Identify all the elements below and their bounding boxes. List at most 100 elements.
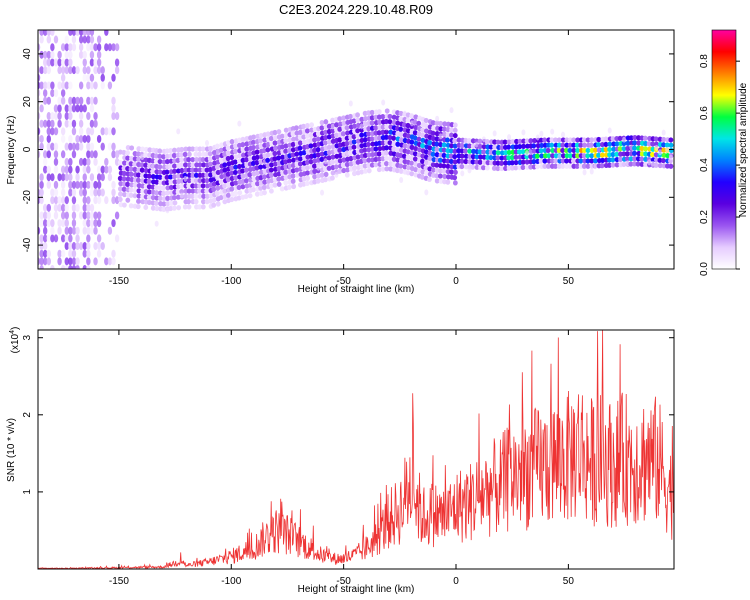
spectrogram-cell bbox=[161, 154, 166, 160]
spectrogram-cell bbox=[661, 142, 666, 148]
spectrogram-cell bbox=[449, 169, 454, 175]
spectrogram-cell bbox=[362, 137, 368, 143]
spectrogram-cell bbox=[197, 183, 202, 189]
spectrogram-cell bbox=[308, 159, 314, 165]
spectrogram-cell bbox=[383, 129, 389, 135]
spectrogram-cell bbox=[488, 154, 494, 161]
spectrogram-cell bbox=[581, 153, 587, 159]
spectrogram-cell bbox=[279, 186, 285, 192]
spectrogram-cell bbox=[219, 142, 224, 148]
spectrogram-cell bbox=[71, 30, 77, 36]
spectrogram-cell bbox=[355, 138, 361, 144]
colorbar-tick-label: 0.0 bbox=[699, 262, 710, 276]
spectrogram-cell bbox=[197, 204, 203, 210]
spectrogram-cell bbox=[434, 141, 440, 147]
spectrogram-cell bbox=[376, 130, 382, 136]
spectrogram-cell bbox=[416, 162, 422, 169]
spectrogram-cell bbox=[122, 160, 127, 166]
spectrogram-x-label: Height of straight line (km) bbox=[298, 284, 415, 295]
spectrogram-cell bbox=[373, 146, 379, 152]
spectrogram-cell bbox=[401, 122, 407, 128]
spectrogram-cell bbox=[297, 161, 303, 167]
spectrogram-cell bbox=[200, 188, 206, 194]
spectrogram-cell bbox=[438, 133, 443, 140]
spectrogram-cell bbox=[636, 150, 642, 157]
spectrogram-cell bbox=[585, 137, 591, 143]
spectrogram-cell bbox=[89, 119, 95, 128]
spectrogram-cell bbox=[78, 30, 84, 36]
spectrogram-cell bbox=[158, 179, 163, 186]
spectrogram-cell bbox=[488, 149, 494, 155]
spectrogram-cell bbox=[291, 129, 296, 136]
spectrogram-cell bbox=[639, 145, 645, 152]
spectrogram-cell bbox=[42, 211, 48, 220]
spectrogram-cell bbox=[157, 174, 163, 180]
spectrogram-cell bbox=[82, 196, 87, 205]
spectrogram-cell bbox=[276, 155, 281, 161]
spectrogram-cell bbox=[384, 108, 390, 114]
spectrogram-cell bbox=[211, 186, 217, 192]
spectrogram-cell bbox=[82, 30, 87, 36]
spectrogram-cell bbox=[157, 158, 163, 165]
spectrogram-cell bbox=[549, 142, 555, 148]
spectrogram-cell bbox=[564, 163, 570, 169]
spectrogram-cell bbox=[294, 159, 299, 166]
spectrogram-cell bbox=[405, 128, 411, 134]
spectrogram-cell bbox=[344, 161, 350, 168]
spectrogram-cell bbox=[89, 142, 95, 151]
spectrogram-cell bbox=[186, 183, 192, 189]
spectrogram-cell bbox=[75, 265, 80, 269]
spectrogram-cell bbox=[420, 158, 425, 164]
spectrogram-cell bbox=[430, 167, 436, 173]
spectrogram-cell bbox=[445, 126, 451, 133]
spectrogram-cell bbox=[241, 152, 246, 158]
spectrogram-cell bbox=[531, 158, 537, 165]
spectrogram-cell bbox=[449, 132, 454, 138]
spectrogram-cell bbox=[201, 162, 207, 168]
spectrogram-cell bbox=[78, 157, 84, 166]
spectrogram-cell bbox=[42, 165, 48, 174]
spectrogram-cell bbox=[125, 181, 130, 187]
spectrogram-cell bbox=[154, 220, 159, 227]
spectrogram-cell bbox=[588, 142, 594, 148]
spectrogram-cell bbox=[237, 120, 242, 127]
spectrogram-cell bbox=[42, 226, 48, 235]
spectrogram-cell bbox=[330, 154, 336, 160]
spectrogram-cell bbox=[320, 189, 325, 196]
spectrogram-cell bbox=[42, 234, 48, 243]
spectrogram-cell bbox=[75, 142, 80, 151]
spectrogram-cell bbox=[86, 134, 91, 143]
spectrogram-cell bbox=[218, 179, 224, 185]
spectrogram-cell bbox=[471, 148, 476, 154]
spectrogram-cell bbox=[294, 172, 300, 178]
spectrogram-cell bbox=[64, 43, 69, 52]
spectrogram-cell bbox=[136, 156, 141, 162]
spectrogram-cell bbox=[409, 171, 415, 177]
spectrogram-cell bbox=[380, 166, 386, 172]
spectrogram-cell bbox=[208, 198, 214, 204]
spectrogram-cell bbox=[86, 203, 91, 212]
spectrogram-cell bbox=[449, 143, 454, 149]
spectrogram-panel: -150 -100 -50 0 50 -40 -20 0 20 40 Height of str… bbox=[6, 29, 675, 295]
spectrogram-cell bbox=[524, 159, 530, 165]
spectrogram-cell bbox=[86, 81, 91, 90]
spectrogram-cell bbox=[71, 211, 77, 220]
spectrogram-cell bbox=[183, 162, 188, 168]
spectrogram-cell bbox=[550, 153, 555, 159]
spectrogram-cell bbox=[567, 147, 573, 154]
spectrogram-cell bbox=[89, 30, 95, 36]
spectrogram-cell bbox=[237, 153, 243, 159]
spectrogram-cell bbox=[377, 135, 382, 141]
spectrogram-cell bbox=[243, 178, 249, 184]
spectrogram-cell bbox=[279, 133, 285, 139]
spectrogram-cell bbox=[315, 146, 321, 153]
spectrogram-cell bbox=[71, 66, 77, 75]
spectrogram-cell bbox=[86, 165, 91, 174]
spectrogram-cell bbox=[430, 162, 436, 168]
spectrogram-cell bbox=[430, 130, 436, 136]
spectrogram-cell bbox=[362, 147, 368, 153]
spectrogram-cell bbox=[624, 156, 630, 162]
spectrogram-cell bbox=[204, 193, 210, 199]
spectrogram-cell bbox=[297, 140, 303, 146]
spectrogram-cell bbox=[248, 156, 253, 162]
